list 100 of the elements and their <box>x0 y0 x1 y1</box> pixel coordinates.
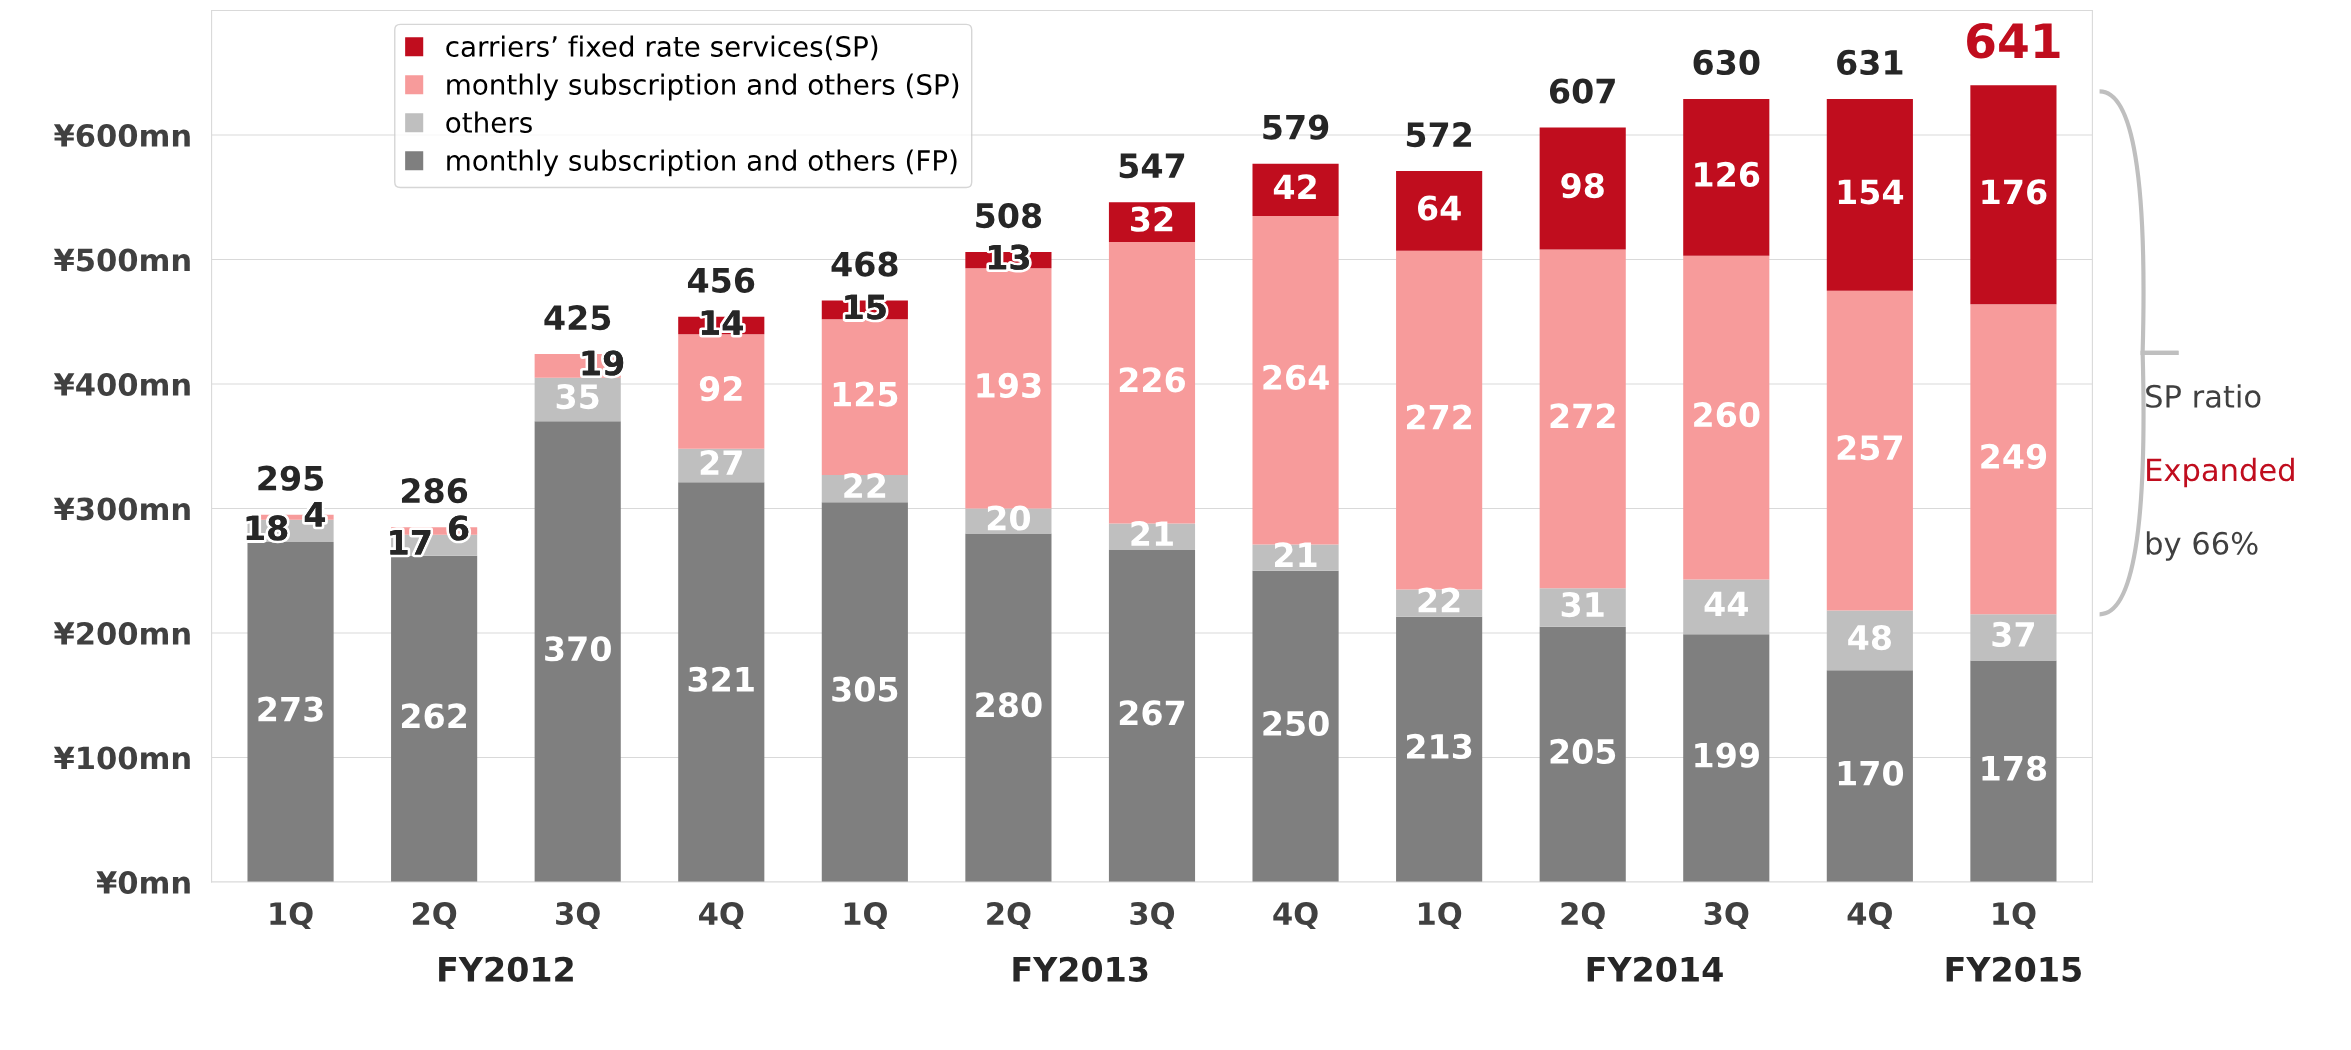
y-tick-label: ¥100mn <box>53 746 190 770</box>
total-label: 425 <box>544 305 611 331</box>
bar <box>1108 549 1196 882</box>
data-label: 35 <box>556 384 599 410</box>
data-label: 257 <box>1837 435 1902 461</box>
x-tick-label: 4Q <box>1273 901 1318 930</box>
x-tick-label: 2Q <box>412 901 457 930</box>
data-label: 17 <box>390 530 431 555</box>
x-tick-label: 3Q <box>556 901 600 930</box>
data-label: 4 <box>304 502 326 527</box>
legend-label: carriers’ fixed rate services(SP) <box>446 35 878 61</box>
data-label: 42 <box>1273 174 1316 199</box>
data-label: 22 <box>844 473 886 498</box>
data-label: 249 <box>1981 443 2047 469</box>
y-tick-label: ¥400mn <box>53 372 190 397</box>
data-label: 126 <box>1695 161 1760 187</box>
data-label: 178 <box>1982 755 2047 781</box>
data-label: 15 <box>845 294 886 320</box>
y-tick-label: ¥600mn <box>53 123 190 148</box>
data-label: 176 <box>1982 179 2047 205</box>
x-tick-label: 4Q <box>699 901 744 930</box>
data-label: 267 <box>1119 700 1185 726</box>
total-label: 295 <box>258 465 324 491</box>
x-tick-label: 1Q <box>844 901 887 930</box>
data-label: 37 <box>1992 621 2034 648</box>
text: FY2012 <box>439 956 573 982</box>
data-label: 32 <box>1131 206 1173 232</box>
y-tick-label: ¥500mn <box>53 248 190 272</box>
bar <box>1683 255 1770 580</box>
total-label: 468 <box>831 251 898 277</box>
data-label: 31 <box>1561 591 1604 618</box>
bar <box>1970 304 2057 615</box>
data-label: 262 <box>401 703 467 729</box>
x-tick-label: 2Q <box>987 901 1031 930</box>
x-tick-label: 3Q <box>1130 901 1175 930</box>
data-label: 44 <box>1704 591 1748 617</box>
total-label: 572 <box>1406 122 1472 148</box>
data-label: 20 <box>987 505 1031 531</box>
bar <box>1826 670 1913 882</box>
data-label: 6 <box>449 515 469 541</box>
total-label: 641 <box>1967 22 2060 59</box>
total-label: 630 <box>1693 49 1760 76</box>
total-label: 579 <box>1263 114 1329 140</box>
data-label: 272 <box>1550 403 1615 429</box>
x-tick-label: 3Q <box>1704 901 1749 930</box>
total-label: 456 <box>687 267 755 293</box>
data-label: 48 <box>1848 624 1891 651</box>
data-label: 27 <box>700 450 742 475</box>
data-label: 14 <box>701 310 743 335</box>
data-label: 21 <box>1275 542 1317 567</box>
data-label: 125 <box>833 381 898 407</box>
data-label: 199 <box>1695 742 1759 768</box>
data-label: 370 <box>545 636 611 662</box>
text: Expanded <box>2147 457 2294 488</box>
x-tick-label: 2Q <box>1561 901 1605 930</box>
bar <box>821 502 908 882</box>
bar <box>678 334 765 449</box>
bar <box>1252 570 1339 882</box>
data-label: 273 <box>258 696 323 722</box>
data-label: 205 <box>1550 738 1616 765</box>
data-label: 272 <box>1406 404 1472 430</box>
y-tick-label: ¥200mn <box>53 621 190 646</box>
bar <box>1683 98 1770 256</box>
total-label: 286 <box>401 478 468 504</box>
bar <box>965 533 1052 882</box>
data-label: 92 <box>699 375 742 402</box>
legend-label: others <box>446 111 532 133</box>
text: SP ratio <box>2146 384 2261 408</box>
bar <box>1683 634 1770 882</box>
total-label: 508 <box>976 202 1042 229</box>
text: by 66% <box>2146 531 2258 561</box>
legend-label: monthly subscription and others (FP) <box>447 149 957 177</box>
data-label: 226 <box>1119 367 1185 393</box>
data-label: 250 <box>1263 710 1329 737</box>
legend-label: monthly subscription and others (SP) <box>447 73 959 101</box>
bar <box>391 555 478 882</box>
text: FY2013 <box>1013 956 1148 982</box>
y-tick-label: ¥300mn <box>53 497 190 521</box>
data-label: 13 <box>988 244 1029 270</box>
bar <box>1970 660 2057 882</box>
data-label: 321 <box>688 666 754 692</box>
x-tick-label: 1Q <box>1418 901 1462 930</box>
x-tick-label: 4Q <box>1847 901 1892 930</box>
text: FY2014 <box>1587 956 1723 982</box>
data-label: 22 <box>1418 587 1460 613</box>
total-label: 631 <box>1837 49 1903 76</box>
data-label: 21 <box>1131 520 1173 546</box>
bar <box>678 482 765 882</box>
bar <box>1826 98 1913 291</box>
bar <box>1396 616 1483 882</box>
data-label: 260 <box>1694 402 1760 428</box>
bar <box>534 421 621 882</box>
data-label: 193 <box>977 372 1041 399</box>
data-label: 154 <box>1838 179 1904 205</box>
bar <box>821 319 908 475</box>
total-label: 547 <box>1119 153 1185 179</box>
data-label: 264 <box>1263 364 1329 390</box>
bar <box>1539 127 1626 250</box>
bar <box>1826 290 1913 611</box>
bar <box>1539 249 1626 589</box>
